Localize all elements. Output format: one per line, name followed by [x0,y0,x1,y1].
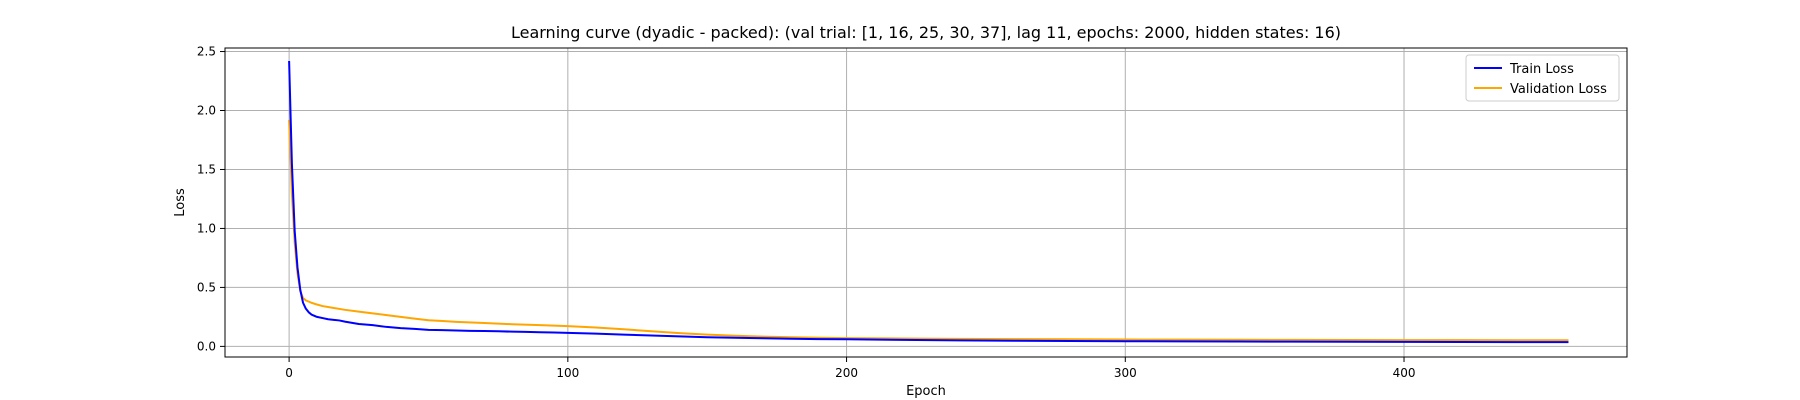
series-line-train-loss [288,60,1569,344]
x-axis-ticks: 0 100 200 300 400 [285,357,1415,380]
x-axis-label: Epoch [906,384,946,399]
y-tick-label: 2.0 [197,104,216,118]
y-tick-label: 0.5 [197,280,216,294]
y-axis-ticks: 0.0 0.5 1.0 1.5 2.0 2.5 [197,45,225,353]
x-tick-label: 200 [835,366,858,380]
legend-label-validation-loss: Validation Loss [1510,82,1607,97]
x-tick-label: 300 [1114,366,1137,380]
chart-title: Learning curve (dyadic - packed): (val t… [511,23,1341,42]
x-tick-label: 100 [556,366,579,380]
legend-label-train-loss: Train Loss [1509,62,1574,77]
x-tick-label: 0 [285,366,293,380]
legend-box [1465,54,1620,102]
plot-frame [224,47,1628,358]
y-tick-label: 1.0 [197,221,216,235]
series-line-validation-loss [288,119,1569,342]
grid-layer [225,48,1627,357]
series-layer [288,60,1569,344]
legend: Train Loss Validation Loss [1465,54,1620,102]
y-axis-label: Loss [173,188,188,217]
y-tick-label: 2.5 [197,45,216,59]
x-tick-label: 400 [1393,366,1416,380]
y-tick-label: 0.0 [197,339,216,353]
y-tick-label: 1.5 [197,162,216,176]
